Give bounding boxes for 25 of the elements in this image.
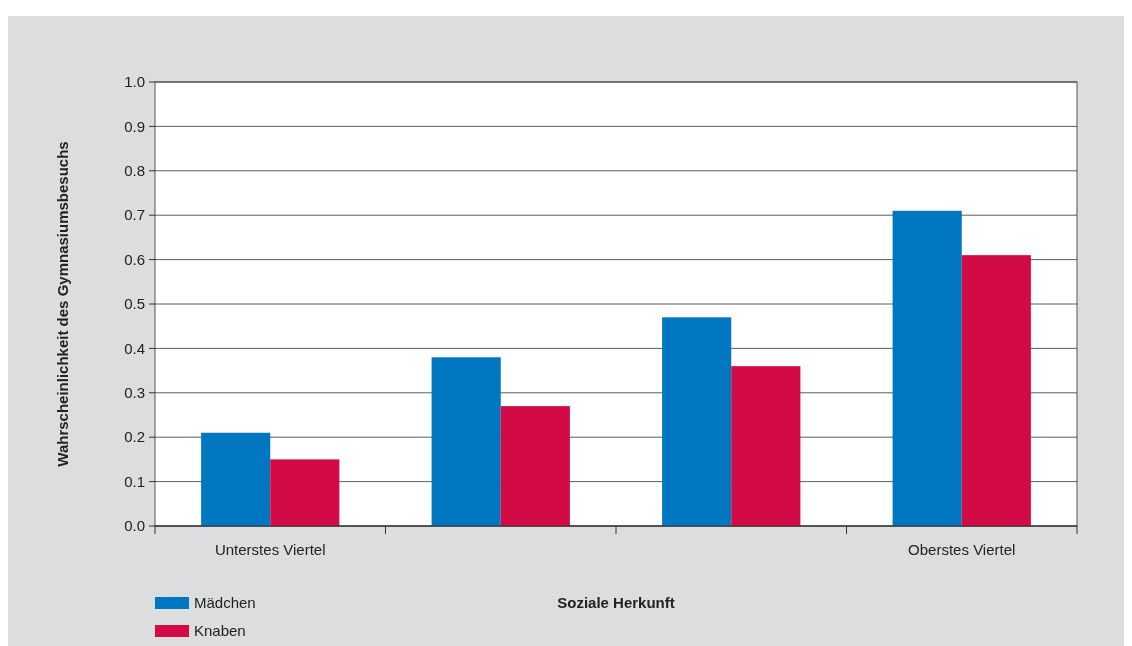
x-tick-label: Unterstes Viertel xyxy=(214,541,326,558)
y-tick-label: 0.2 xyxy=(124,428,145,446)
bar xyxy=(500,406,570,526)
bar xyxy=(201,432,271,526)
y-tick-label: 0.5 xyxy=(124,295,145,313)
bar xyxy=(961,255,1031,526)
x-axis-title: Soziale Herkunft xyxy=(557,594,675,611)
y-tick-label: 0.0 xyxy=(124,517,145,535)
y-tick-label: 0.9 xyxy=(124,117,145,135)
y-axis-title: Wahrscheinlichkeit des Gymnasiumsbesuchs xyxy=(54,141,71,467)
bar xyxy=(431,357,501,526)
legend-label: Knaben xyxy=(194,622,246,640)
y-tick-label: 0.6 xyxy=(124,250,145,268)
x-tick-label: Oberstes Viertel xyxy=(908,541,1016,558)
y-tick-label: 0.1 xyxy=(124,472,145,490)
y-tick-label: 0.4 xyxy=(124,339,145,357)
bar xyxy=(662,317,732,526)
y-tick-label: 0.7 xyxy=(124,206,145,224)
y-tick-label: 1.0 xyxy=(124,73,145,91)
y-tick-label: 0.8 xyxy=(124,162,145,180)
y-tick-label: 0.3 xyxy=(124,384,145,402)
bar xyxy=(270,459,340,526)
bar xyxy=(892,210,962,526)
bar xyxy=(731,366,801,526)
legend-label: Mädchen xyxy=(194,594,256,612)
